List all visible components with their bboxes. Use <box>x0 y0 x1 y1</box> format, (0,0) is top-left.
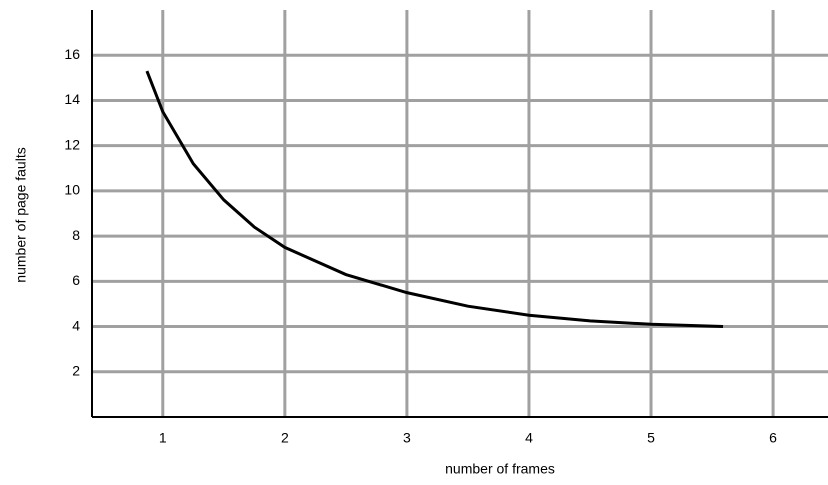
y-tick-label: 14 <box>64 91 80 107</box>
y-tick-label: 16 <box>64 46 80 62</box>
x-tick-label: 2 <box>281 430 289 446</box>
y-tick-label: 2 <box>72 362 80 378</box>
y-axis-label: number of page faults <box>13 147 29 282</box>
y-tick-label: 6 <box>72 272 80 288</box>
x-tick-label: 6 <box>769 430 777 446</box>
x-tick-label: 1 <box>159 430 167 446</box>
x-tick-label: 3 <box>403 430 411 446</box>
y-tick-label: 4 <box>72 317 80 333</box>
grid <box>92 10 828 417</box>
line <box>145 70 724 329</box>
y-tick-label: 12 <box>64 136 80 152</box>
x-tick-label: 4 <box>525 430 533 446</box>
y-tick-label: 8 <box>72 227 80 243</box>
x-tick-label: 5 <box>647 430 655 446</box>
y-tick-label: 10 <box>64 182 80 198</box>
x-axis-label: number of frames <box>445 461 555 477</box>
